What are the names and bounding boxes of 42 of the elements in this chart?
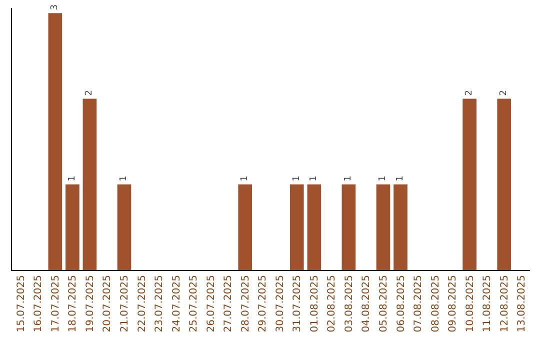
- data-label: 2: [499, 90, 510, 96]
- x-tick-label: 26.07.2025: [206, 275, 217, 332]
- x-tick-label: 22.07.2025: [136, 275, 148, 332]
- data-label: 1: [309, 176, 320, 182]
- x-tick-label: 06.08.2025: [396, 275, 407, 332]
- data-label: 2: [84, 90, 95, 96]
- data-label: 2: [464, 90, 475, 96]
- data-label: 3: [50, 4, 60, 10]
- x-tick-label: 13.08.2025: [516, 275, 528, 332]
- data-label: 1: [240, 176, 250, 182]
- x-tick-label: 17.07.2025: [50, 275, 62, 332]
- x-tick-label: 24.07.2025: [171, 275, 182, 332]
- data-label: 1: [344, 176, 354, 182]
- x-tick-label: 04.08.2025: [361, 275, 372, 332]
- data-label: 1: [292, 176, 302, 182]
- x-tick-label: 05.08.2025: [378, 275, 390, 332]
- x-tick-label: 18.07.2025: [68, 275, 79, 332]
- x-tick-label: 28.07.2025: [240, 275, 252, 332]
- x-tick-label: 31.07.2025: [292, 275, 304, 332]
- data-label: 1: [119, 176, 130, 182]
- x-tick-label: 21.07.2025: [119, 275, 130, 332]
- x-tick-label: 12.08.2025: [499, 275, 510, 332]
- x-tick-label: 20.07.2025: [102, 275, 114, 332]
- data-label: 1: [67, 176, 78, 182]
- x-tick-label: 23.07.2025: [154, 275, 166, 332]
- x-tick-label: 16.07.2025: [33, 275, 44, 332]
- x-tick-label: 11.08.2025: [482, 275, 494, 332]
- x-tick-label: 07.08.2025: [413, 275, 424, 332]
- x-tick-label: 30.07.2025: [274, 275, 286, 332]
- x-tick-label: 08.08.2025: [430, 275, 442, 332]
- x-tick-label: 03.08.2025: [344, 275, 355, 332]
- x-tick-label: 29.07.2025: [258, 275, 269, 332]
- x-tick-label: 09.08.2025: [448, 275, 459, 332]
- x-tick-label: 01.08.2025: [309, 275, 320, 332]
- x-tick-label: 15.07.2025: [16, 275, 27, 332]
- x-tick-label: 19.07.2025: [84, 275, 96, 332]
- x-tick-label: 02.08.2025: [326, 275, 338, 332]
- x-tick-label: 27.07.2025: [223, 275, 234, 332]
- x-tick-label: 25.07.2025: [188, 275, 200, 332]
- data-label: 1: [378, 176, 388, 182]
- x-tick-label: 10.08.2025: [464, 275, 476, 332]
- data-label: 1: [396, 176, 406, 182]
